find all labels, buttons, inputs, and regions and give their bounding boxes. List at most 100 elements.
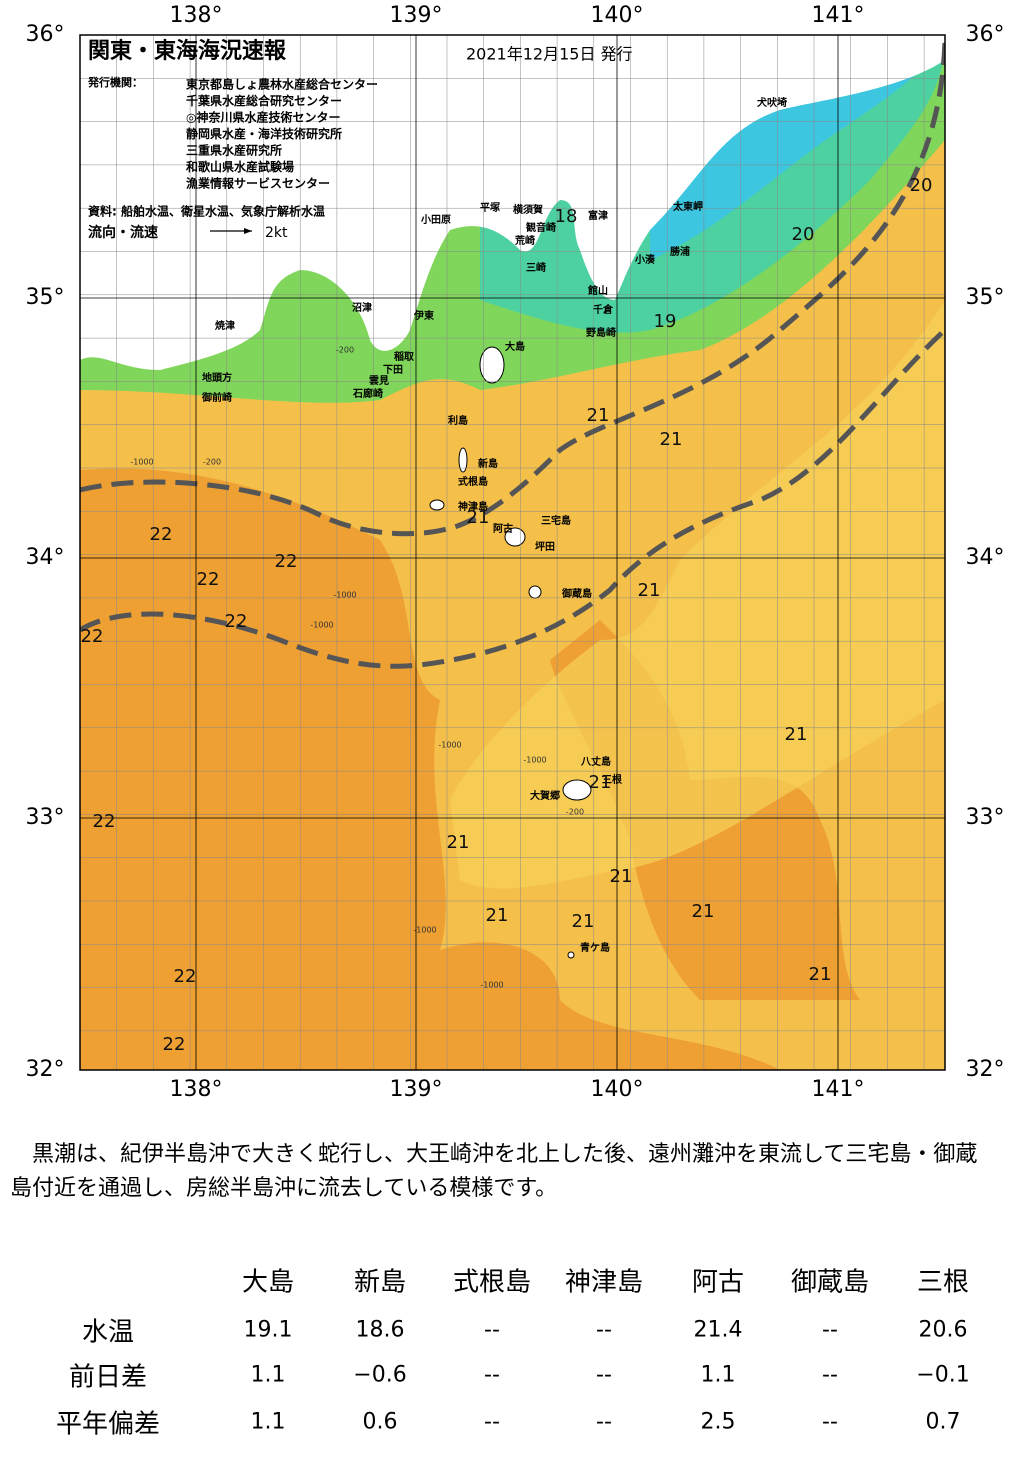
lat-label: 36° xyxy=(966,22,1005,47)
place-name: 館山 xyxy=(587,284,608,297)
depth-label: -1000 xyxy=(438,741,461,750)
table-cell: -- xyxy=(822,1317,838,1343)
table-cell: 18.6 xyxy=(355,1317,405,1343)
column-header: 神津島 xyxy=(564,1267,644,1298)
isotherm-label: 22 xyxy=(81,626,104,647)
row-label: 水温 xyxy=(81,1317,135,1348)
kuroshio-north xyxy=(80,39,945,537)
isotherm-label: 22 xyxy=(163,1034,186,1055)
place-name: 青ケ島 xyxy=(580,941,610,954)
place-name: 千倉 xyxy=(593,303,614,316)
agency: 千葉県水産総合研究センター xyxy=(186,93,342,108)
agency: 和歌山県水産試験場 xyxy=(185,159,294,174)
place-name: 三宅島 xyxy=(541,514,571,527)
place-name: 式根島 xyxy=(458,475,488,488)
place-name: 小湊 xyxy=(634,253,656,266)
kuroshio-south xyxy=(80,328,945,669)
island xyxy=(562,779,592,801)
depth-label: -1000 xyxy=(333,591,356,600)
place-name: 新島 xyxy=(478,457,498,470)
table-cell: −0.6 xyxy=(353,1362,407,1388)
isotherm-label: 22 xyxy=(174,966,197,987)
island xyxy=(528,585,542,599)
agency: 静岡県水産・海洋技術研究所 xyxy=(186,126,342,141)
map-title: 関東・東海海況速報 xyxy=(88,38,287,64)
lat-label: 34° xyxy=(966,545,1005,570)
isotherm-label: 22 xyxy=(275,551,298,572)
table-cell: -- xyxy=(596,1317,612,1343)
place-name: 石廊崎 xyxy=(352,387,383,400)
island xyxy=(504,527,526,547)
island xyxy=(479,346,505,384)
column-header: 式根島 xyxy=(452,1267,532,1298)
agency: 東京都島しょ農林水産総合センター xyxy=(186,77,378,92)
isotherm-label: 21 xyxy=(572,911,595,932)
ticks: 138° 138° 139° 139° 140° 140° 141° 141° 36° 36° 35… xyxy=(26,3,1005,1100)
table-cell: -- xyxy=(484,1362,500,1388)
table-cell: -- xyxy=(484,1317,500,1343)
column-header: 阿古 xyxy=(691,1267,745,1298)
lon-label: 140° xyxy=(591,1077,644,1100)
issue-date: 2021年12月15日 発行 xyxy=(466,45,633,64)
place-name: 三崎 xyxy=(526,261,546,274)
isotherm-label: 19 xyxy=(654,311,677,332)
isotherm-label: 21 xyxy=(638,580,661,601)
place-name: 八丈島 xyxy=(580,755,611,768)
depth-label: -200 xyxy=(336,346,354,355)
place-name: 太東岬 xyxy=(672,200,703,213)
table-cell: 0.7 xyxy=(925,1409,961,1435)
place-name: 利島 xyxy=(448,414,468,427)
lat-label: 35° xyxy=(26,285,65,310)
depth-label: -1000 xyxy=(130,458,153,467)
current-scale: 2kt xyxy=(265,225,288,241)
sea-mild xyxy=(450,300,945,889)
isotherm-label: 21 xyxy=(467,507,490,528)
isotherm-label: 21 xyxy=(447,832,470,853)
place-name: 焼津 xyxy=(215,319,235,332)
lat-label: 33° xyxy=(26,805,65,830)
table-cell: 20.6 xyxy=(918,1317,968,1343)
place-name: 勝浦 xyxy=(670,245,690,258)
place-name: 富津 xyxy=(588,209,608,222)
depth-label: -1000 xyxy=(310,621,333,630)
place-name: 伊東 xyxy=(413,309,434,322)
table-cell: -- xyxy=(484,1409,500,1435)
place-name: 雲見 xyxy=(369,375,389,387)
land xyxy=(80,35,945,370)
isotherm-label: 20 xyxy=(910,175,933,196)
place-name: 観音崎 xyxy=(526,221,556,234)
row-label: 平年偏差 xyxy=(55,1409,161,1440)
column-header: 三根 xyxy=(916,1267,970,1298)
depth-label: -200 xyxy=(203,458,221,467)
place-name: 御前崎 xyxy=(201,391,232,404)
table-cell: -- xyxy=(596,1409,612,1435)
table-cell: 1.1 xyxy=(250,1409,286,1435)
isotherm-label: 21 xyxy=(610,866,633,887)
place-name: 下田 xyxy=(383,364,403,376)
sources: 資料: 船舶水温、衛星水温、気象庁解析水温 xyxy=(88,204,325,219)
isotherm-label: 22 xyxy=(150,524,173,545)
table-cell: 2.5 xyxy=(700,1409,736,1435)
lon-label: 139° xyxy=(390,3,443,28)
table-cell: -- xyxy=(596,1362,612,1388)
summary: 黒潮は、紀伊半島沖で大きく蛇行し、大王崎沖を北上した後、遠州灘沖を東流して三宅島… xyxy=(10,1142,978,1201)
isotherm-label: 22 xyxy=(93,811,116,832)
fine-grid xyxy=(80,35,945,1070)
island xyxy=(567,951,575,959)
isotherm-label: 21 xyxy=(486,905,509,926)
current-arrow-head xyxy=(244,228,252,234)
table-cell: -- xyxy=(822,1409,838,1435)
lon-label: 139° xyxy=(390,1077,443,1100)
island xyxy=(458,447,468,473)
isotherm-label: 18 xyxy=(555,206,578,227)
island xyxy=(429,499,445,511)
lat-label: 32° xyxy=(966,1057,1005,1082)
isotherm-label: 21 xyxy=(589,772,612,793)
place-name: 大賀郷 xyxy=(530,789,560,802)
isotherm-label: 21 xyxy=(785,724,808,745)
table-cell: −0.1 xyxy=(916,1362,970,1388)
column-header: 新島 xyxy=(353,1267,407,1298)
